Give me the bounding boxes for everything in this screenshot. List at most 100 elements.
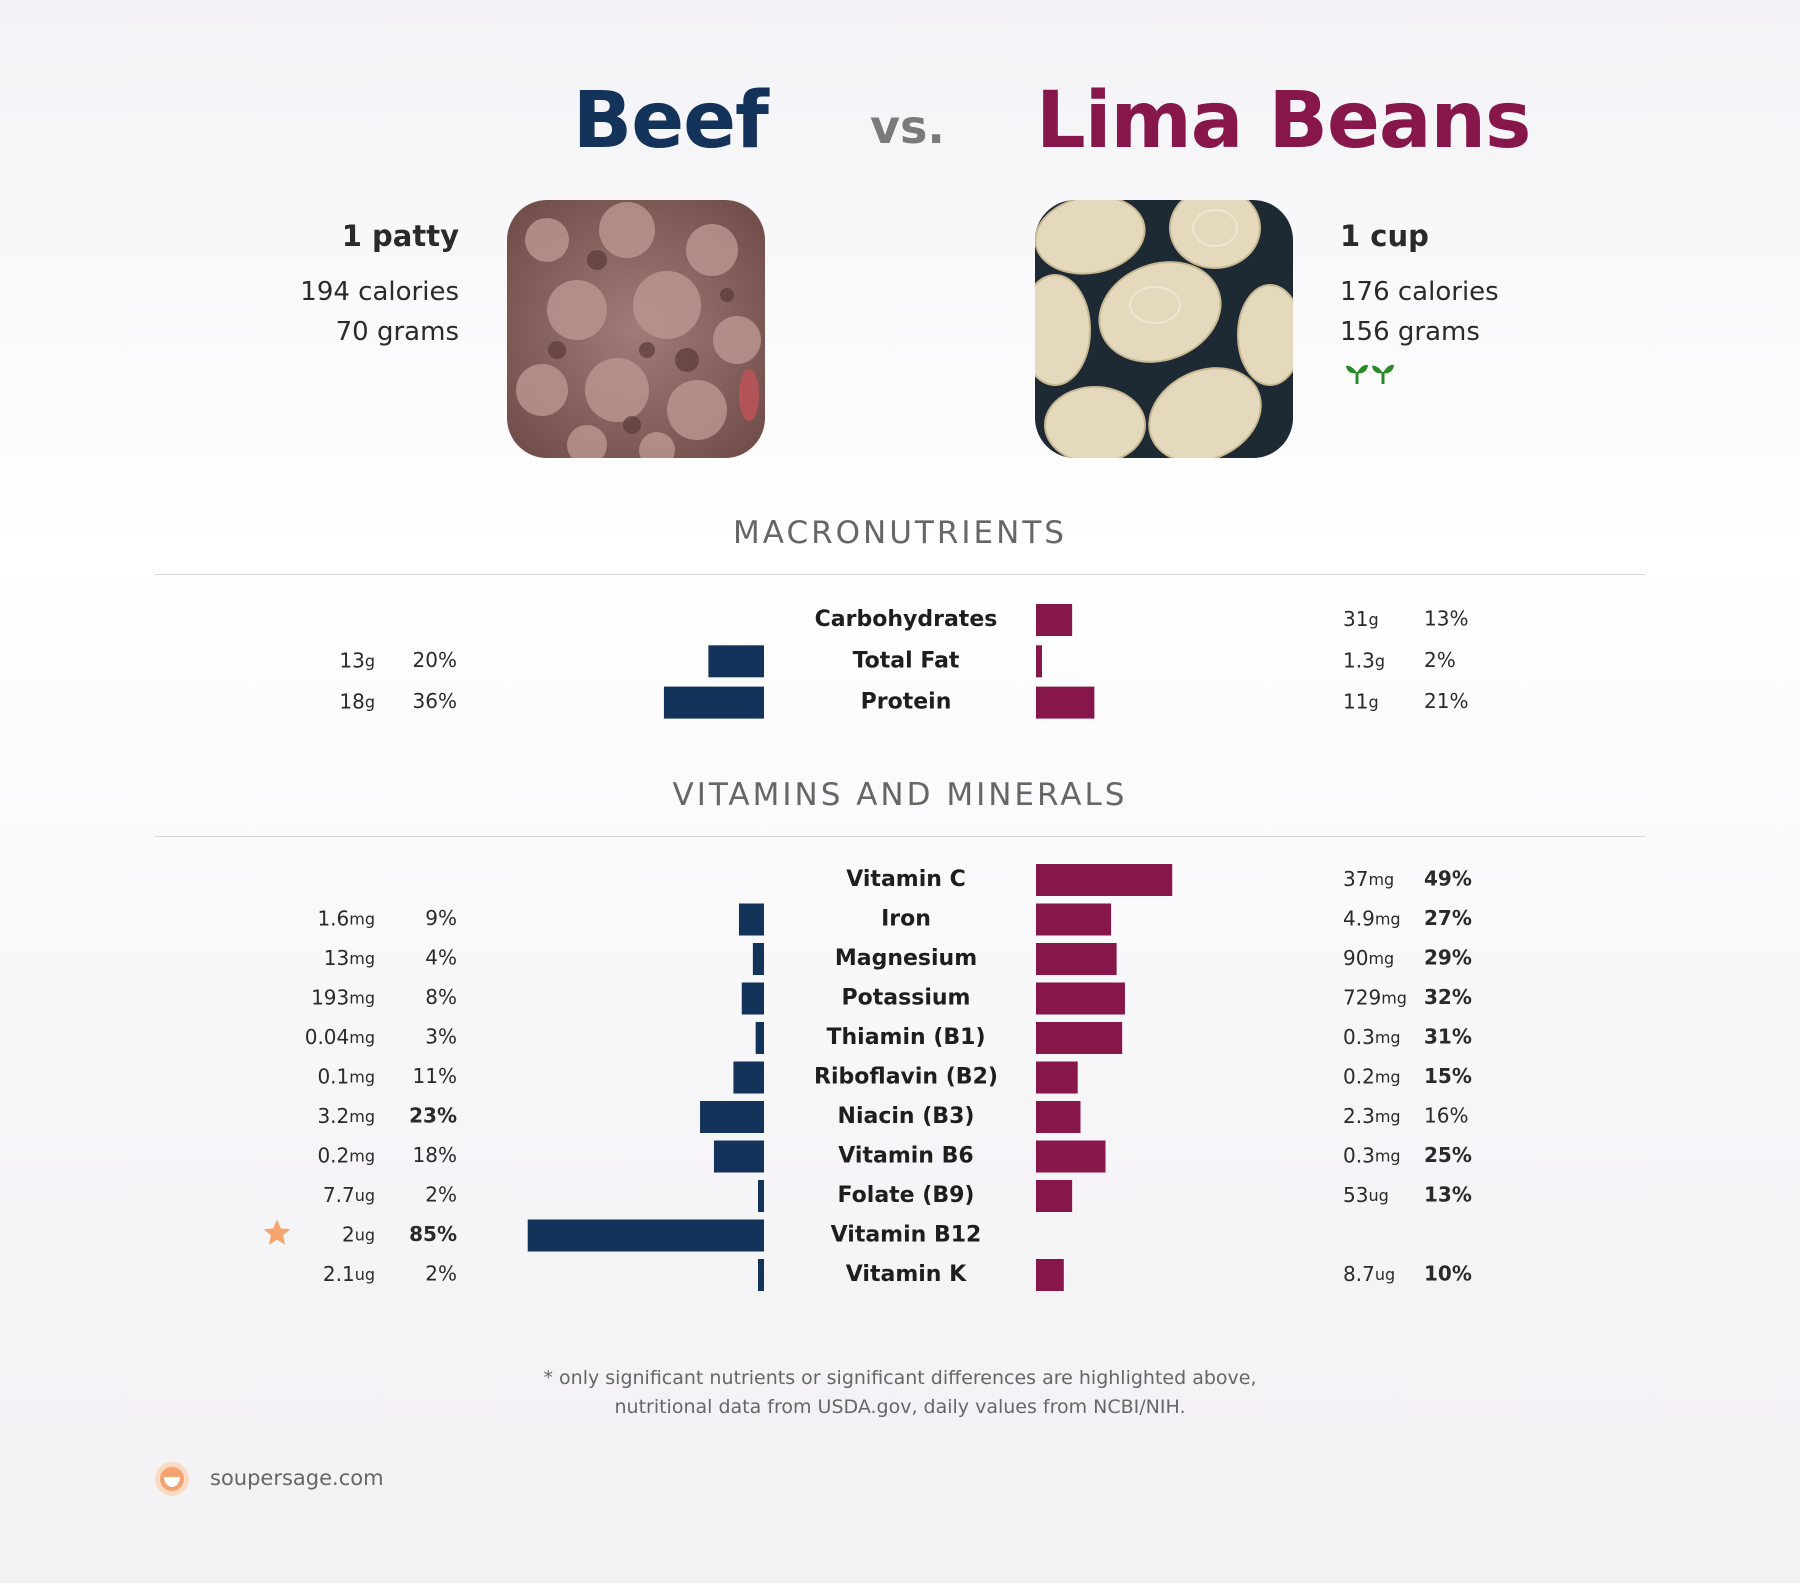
beef-percent-protein: 36% [413, 689, 457, 713]
beef-amount-folate-b9: 7.7ug [323, 1183, 375, 1207]
beef-percent-folate-b9: 2% [425, 1183, 457, 1207]
lima-amount-vitamin-b6: 0.3mg [1343, 1143, 1401, 1167]
category-label-vitamin-b12: Vitamin B12 [831, 1223, 982, 1248]
lima-percent-vitamin-k: 10% [1424, 1262, 1472, 1286]
lima-percent-potassium: 32% [1424, 985, 1472, 1009]
lima-amount-carbohydrates: 31g [1343, 607, 1379, 631]
lima-bar-carbohydrates [1036, 604, 1073, 636]
category-label-niacin-b3: Niacin (B3) [838, 1104, 975, 1129]
brand-name: soupersage.com [210, 1466, 384, 1490]
lima-bar-vitamin-c [1036, 864, 1173, 896]
lima-percent-riboflavin-b2: 15% [1424, 1064, 1472, 1088]
versus-label: vs. [870, 100, 945, 154]
beef-bar-potassium [741, 982, 764, 1015]
lima-bar-vitamin-k [1036, 1259, 1064, 1291]
beef-percent-niacin-b3: 23% [409, 1104, 457, 1128]
beef-bar-protein [663, 686, 764, 719]
beef-percent-vitamin-b12: 85% [409, 1222, 457, 1246]
vitamins-heading: VITAMINS AND MINERALS [672, 777, 1128, 813]
lima-amount-vitamin-k: 8.7ug [1343, 1262, 1395, 1286]
beef-amount-iron: 1.6mg [317, 906, 375, 930]
lima-amount-vitamin-c: 37mg [1343, 867, 1394, 891]
lima-bar-magnesium [1036, 943, 1117, 975]
beef-amount-total-fat: 13g [339, 648, 375, 672]
beef-amount-vitamin-b12: 2ug [342, 1222, 375, 1246]
beef-bar-magnesium [752, 943, 764, 975]
lima-amount-iron: 4.9mg [1343, 906, 1401, 930]
right-food-title: Lima Beans [1036, 76, 1531, 166]
beef-amount-vitamin-b6: 0.2mg [317, 1143, 375, 1167]
beef-percent-potassium: 8% [425, 985, 457, 1009]
beef-percent-riboflavin-b2: 11% [413, 1064, 457, 1088]
lima-amount-niacin-b3: 2.3mg [1343, 1104, 1401, 1128]
lima-amount-potassium: 729mg [1343, 985, 1407, 1009]
beef-amount-vitamin-k: 2.1ug [323, 1262, 375, 1286]
beef-amount-thiamin-b1: 0.04mg [305, 1025, 375, 1049]
macronutrients-divider [155, 574, 1645, 575]
category-label-protein: Protein [861, 690, 952, 715]
lima-percent-total-fat: 2% [1424, 648, 1456, 672]
beef-percent-iron: 9% [425, 906, 457, 930]
lima-amount-magnesium: 90mg [1343, 946, 1394, 970]
right-serving: 1 cup [1340, 219, 1429, 253]
lima-bar-niacin-b3 [1036, 1101, 1081, 1133]
lima-amount-thiamin-b1: 0.3mg [1343, 1025, 1401, 1049]
beef-amount-riboflavin-b2: 0.1mg [317, 1064, 375, 1088]
category-label-riboflavin-b2: Riboflavin (B2) [814, 1065, 998, 1090]
beef-bar-niacin-b3 [700, 1101, 764, 1133]
beef-percent-thiamin-b1: 3% [425, 1025, 457, 1049]
footnote-line-2: nutritional data from USDA.gov, daily va… [614, 1396, 1186, 1418]
sprouts-icon [1345, 360, 1399, 390]
lima-bar-total-fat [1036, 645, 1042, 678]
vitamins-divider [155, 836, 1645, 837]
beef-amount-protein: 18g [339, 689, 375, 713]
lima-beans-photo [1035, 200, 1293, 458]
category-label-iron: Iron [881, 907, 931, 932]
right-grams: 156 grams [1340, 317, 1480, 347]
lima-amount-folate-b9: 53ug [1343, 1183, 1389, 1207]
category-label-folate-b9: Folate (B9) [838, 1183, 975, 1208]
beef-amount-potassium: 193mg [311, 985, 375, 1009]
footnote-line-1: * only significant nutrients or signific… [543, 1367, 1257, 1389]
lima-bar-iron [1036, 903, 1112, 936]
category-label-vitamin-b6: Vitamin B6 [838, 1144, 973, 1169]
lima-percent-folate-b9: 13% [1424, 1183, 1472, 1207]
beef-percent-total-fat: 20% [413, 648, 457, 672]
left-calories: 194 calories [300, 277, 459, 307]
lima-percent-vitamin-b6: 25% [1424, 1143, 1472, 1167]
lima-percent-thiamin-b1: 31% [1424, 1025, 1472, 1049]
category-label-vitamin-k: Vitamin K [846, 1262, 967, 1287]
ground-beef-photo [507, 200, 765, 458]
lima-amount-riboflavin-b2: 0.2mg [1343, 1064, 1401, 1088]
category-label-vitamin-c: Vitamin C [846, 867, 965, 892]
highlight-star-icon [263, 1219, 291, 1245]
lima-percent-iron: 27% [1424, 906, 1472, 930]
lima-bar-vitamin-b6 [1036, 1140, 1106, 1173]
lima-bar-folate-b9 [1036, 1180, 1073, 1212]
beef-percent-magnesium: 4% [425, 946, 457, 970]
beef-percent-vitamin-b6: 18% [413, 1143, 457, 1167]
lima-bar-potassium [1036, 982, 1125, 1015]
left-grams: 70 grams [335, 317, 459, 347]
lima-bar-protein [1036, 686, 1095, 719]
beef-bar-total-fat [708, 645, 764, 678]
category-label-carbohydrates: Carbohydrates [815, 607, 998, 632]
left-food-title: Beef [572, 76, 769, 166]
beef-bar-vitamin-k [758, 1259, 764, 1291]
beef-bar-vitamin-b12 [527, 1219, 764, 1252]
macronutrients-heading: MACRONUTRIENTS [733, 515, 1067, 551]
beef-bar-iron [738, 903, 764, 936]
category-label-total-fat: Total Fat [853, 648, 960, 673]
beef-bar-folate-b9 [758, 1180, 764, 1212]
beef-percent-vitamin-k: 2% [425, 1262, 457, 1286]
beef-bar-vitamin-b6 [713, 1140, 764, 1173]
category-label-potassium: Potassium [842, 986, 971, 1011]
beef-bar-riboflavin-b2 [733, 1061, 764, 1094]
lima-amount-protein: 11g [1343, 689, 1379, 713]
lima-percent-carbohydrates: 13% [1424, 607, 1468, 631]
beef-amount-niacin-b3: 3.2mg [317, 1104, 375, 1128]
lima-amount-total-fat: 1.3g [1343, 648, 1385, 672]
left-serving: 1 patty [341, 219, 459, 253]
soupersage-logo-icon [154, 1461, 190, 1501]
